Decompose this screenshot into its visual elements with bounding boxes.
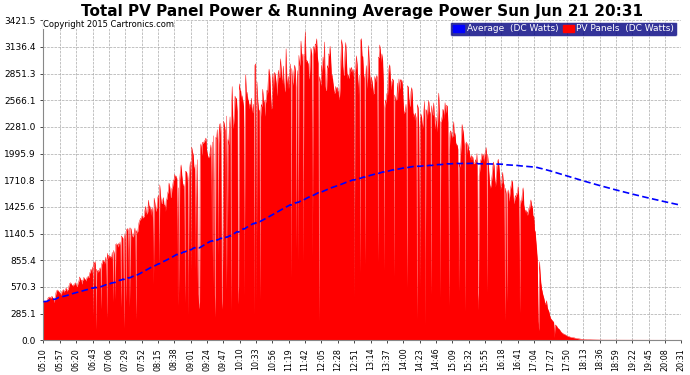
Legend: Average  (DC Watts), PV Panels  (DC Watts): Average (DC Watts), PV Panels (DC Watts) — [451, 22, 677, 36]
Title: Total PV Panel Power & Running Average Power Sun Jun 21 20:31: Total PV Panel Power & Running Average P… — [81, 4, 643, 19]
Text: Copyright 2015 Cartronics.com: Copyright 2015 Cartronics.com — [43, 20, 175, 29]
